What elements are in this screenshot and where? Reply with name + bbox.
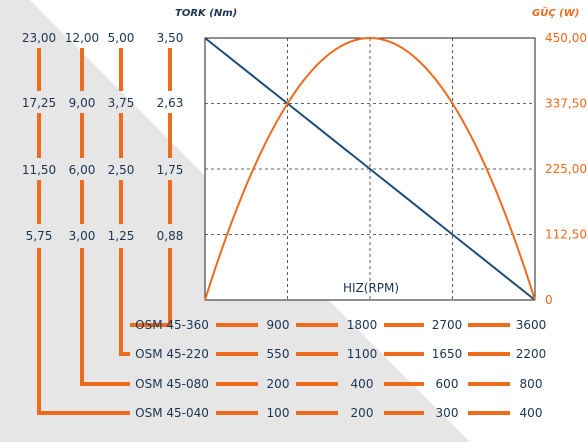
model-label: OSM 45-040 — [135, 406, 209, 420]
torque-tick-label: 5,75 — [26, 229, 53, 243]
speed-tick-label: 400 — [351, 377, 374, 391]
power-tick-label: 0 — [545, 293, 553, 307]
speed-tick-label: 800 — [520, 377, 543, 391]
torque-curve — [204, 37, 536, 301]
speed-tick-label: 2700 — [432, 318, 463, 332]
torque-tick-label: 12,00 — [65, 31, 99, 45]
model-label: OSM 45-360 — [135, 318, 209, 332]
torque-tick-label: 1,75 — [157, 163, 184, 177]
speed-tick-label: 1100 — [347, 347, 378, 361]
speed-tick-label: 1800 — [347, 318, 378, 332]
torque-tick-label: 17,25 — [22, 96, 56, 110]
torque-tick-label: 11,50 — [22, 163, 56, 177]
torque-tick-label: 3,00 — [69, 229, 96, 243]
curves — [204, 36, 536, 301]
model-connector — [80, 248, 130, 386]
torque-tick-label: 3,75 — [108, 96, 135, 110]
speed-tick-label: 100 — [267, 406, 290, 420]
speed-tick-label: 550 — [267, 347, 290, 361]
speed-tick-label: 400 — [520, 406, 543, 420]
speed-tick-label: 200 — [351, 406, 374, 420]
torque-tick-label: 5,00 — [108, 31, 135, 45]
power-tick-label: 225,00 — [545, 162, 587, 176]
torque-tick-label: 6,00 — [69, 163, 96, 177]
model-label: OSM 45-220 — [135, 347, 209, 361]
torque-tick-label: 9,00 — [69, 96, 96, 110]
model-connector — [119, 248, 130, 356]
model-connector — [37, 248, 130, 415]
torque-tick-label: 0,88 — [157, 229, 184, 243]
power-tick-label: 337,50 — [545, 97, 587, 111]
torque-tick-label: 23,00 — [22, 31, 56, 45]
speed-tick-label: 3600 — [516, 318, 547, 332]
speed-tick-label: 1650 — [432, 347, 463, 361]
torque-tick-columns: 23,00 17,25 11,50 5,75 12,00 9,00 6,00 3,00 5,00… — [22, 31, 184, 243]
x-axis-title: HIZ(RPM) — [343, 281, 399, 295]
speed-rows: OSM 45-360 900 1800 2700 3600 OSM 45-220 550 11… — [37, 248, 547, 420]
torque-tick-label: 3,50 — [157, 31, 184, 45]
speed-tick-label: 900 — [267, 318, 290, 332]
speed-tick-label: 2200 — [516, 347, 547, 361]
power-curve — [204, 36, 536, 301]
right-axis-title: GÜÇ (W) — [532, 5, 579, 19]
model-label: OSM 45-080 — [135, 377, 209, 391]
speed-tick-label: 600 — [436, 377, 459, 391]
model-connector — [130, 248, 172, 327]
speed-tick-label: 300 — [436, 406, 459, 420]
power-tick-label: 450,00 — [545, 31, 587, 45]
torque-tick-label: 2,50 — [108, 163, 135, 177]
power-ticks: 0 112,50 225,00 337,50 450,00 — [545, 31, 587, 307]
torque-tick-label: 2,63 — [157, 96, 184, 110]
torque-tick-label: 1,25 — [108, 229, 135, 243]
speed-tick-label: 200 — [267, 377, 290, 391]
power-tick-label: 112,50 — [545, 228, 587, 242]
left-axis-title: TORK (Nm) — [175, 8, 237, 19]
